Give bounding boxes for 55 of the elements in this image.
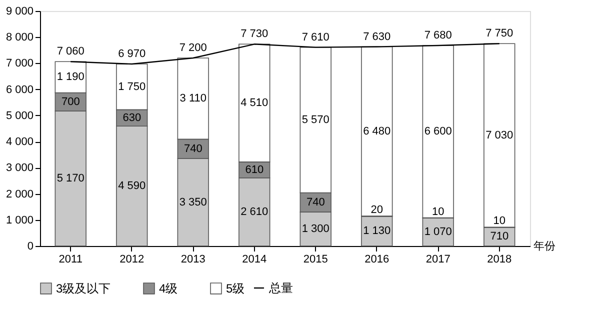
data-label: 6 600 <box>424 126 452 138</box>
data-label: 710 <box>490 230 509 243</box>
data-label: 1 190 <box>56 71 84 84</box>
data-label: 610 <box>245 164 264 176</box>
data-label: 3 350 <box>179 196 207 208</box>
data-label: 740 <box>184 142 202 155</box>
data-label: 3 110 <box>180 92 206 105</box>
data-label: 7 680 <box>424 29 452 42</box>
data-label: 2 610 <box>240 206 268 218</box>
legend-label: 总量 <box>268 281 293 295</box>
legend-label: 3级及以下 <box>56 281 111 296</box>
x-tick-label: 2014 <box>242 254 267 266</box>
y-tick-label: 8 000 <box>6 32 34 44</box>
data-label: 740 <box>306 196 325 208</box>
data-label: 10 <box>493 215 506 228</box>
x-tick-label: 2013 <box>180 254 206 266</box>
y-tick-label: 7 000 <box>6 58 34 70</box>
y-tick-label: 9 000 <box>6 6 34 18</box>
y-tick-label: 2 000 <box>6 188 34 200</box>
y-tick-label: 5 000 <box>6 110 34 122</box>
y-tick-label: 1 000 <box>6 214 34 226</box>
data-label: 7 750 <box>486 28 514 40</box>
data-label: 20 <box>370 204 383 216</box>
x-axis-title: 年份 <box>534 240 556 252</box>
y-tick-label: 6 000 <box>6 84 34 96</box>
x-tick-label: 2015 <box>303 254 328 266</box>
x-tick-label: 2011 <box>58 254 82 266</box>
data-label: 7 060 <box>56 46 84 58</box>
data-label: 5 570 <box>302 114 330 126</box>
data-label: 7 610 <box>302 31 330 44</box>
data-label: 7 630 <box>363 30 391 43</box>
data-label: 1 300 <box>302 223 330 236</box>
y-tick-label: 0 <box>27 240 34 252</box>
data-label: 7 030 <box>486 129 514 142</box>
data-label: 5 170 <box>56 172 84 185</box>
data-label: 10 <box>432 206 444 218</box>
data-label: 6 480 <box>363 125 391 138</box>
data-label: 6 970 <box>118 48 146 60</box>
x-tick-label: 2012 <box>120 254 144 266</box>
data-label: 7 730 <box>240 28 268 40</box>
y-tick-label: 4 000 <box>6 136 34 148</box>
legend-label: 4级 <box>159 281 178 296</box>
data-label: 4 510 <box>240 97 268 110</box>
legend-label: 5级 <box>226 281 245 296</box>
data-label: 4 590 <box>118 180 146 192</box>
y-tick-label: 3 000 <box>6 162 34 174</box>
data-label: 7 200 <box>179 42 207 54</box>
data-label: 700 <box>61 96 80 108</box>
x-tick-label: 2017 <box>426 254 450 266</box>
data-label: 1 130 <box>363 225 391 238</box>
x-tick-label: 2016 <box>364 254 390 266</box>
x-tick-label: 2018 <box>487 254 512 266</box>
data-label: 630 <box>122 112 142 124</box>
data-label: 1 070 <box>424 226 452 238</box>
data-label: 1 750 <box>118 80 146 93</box>
